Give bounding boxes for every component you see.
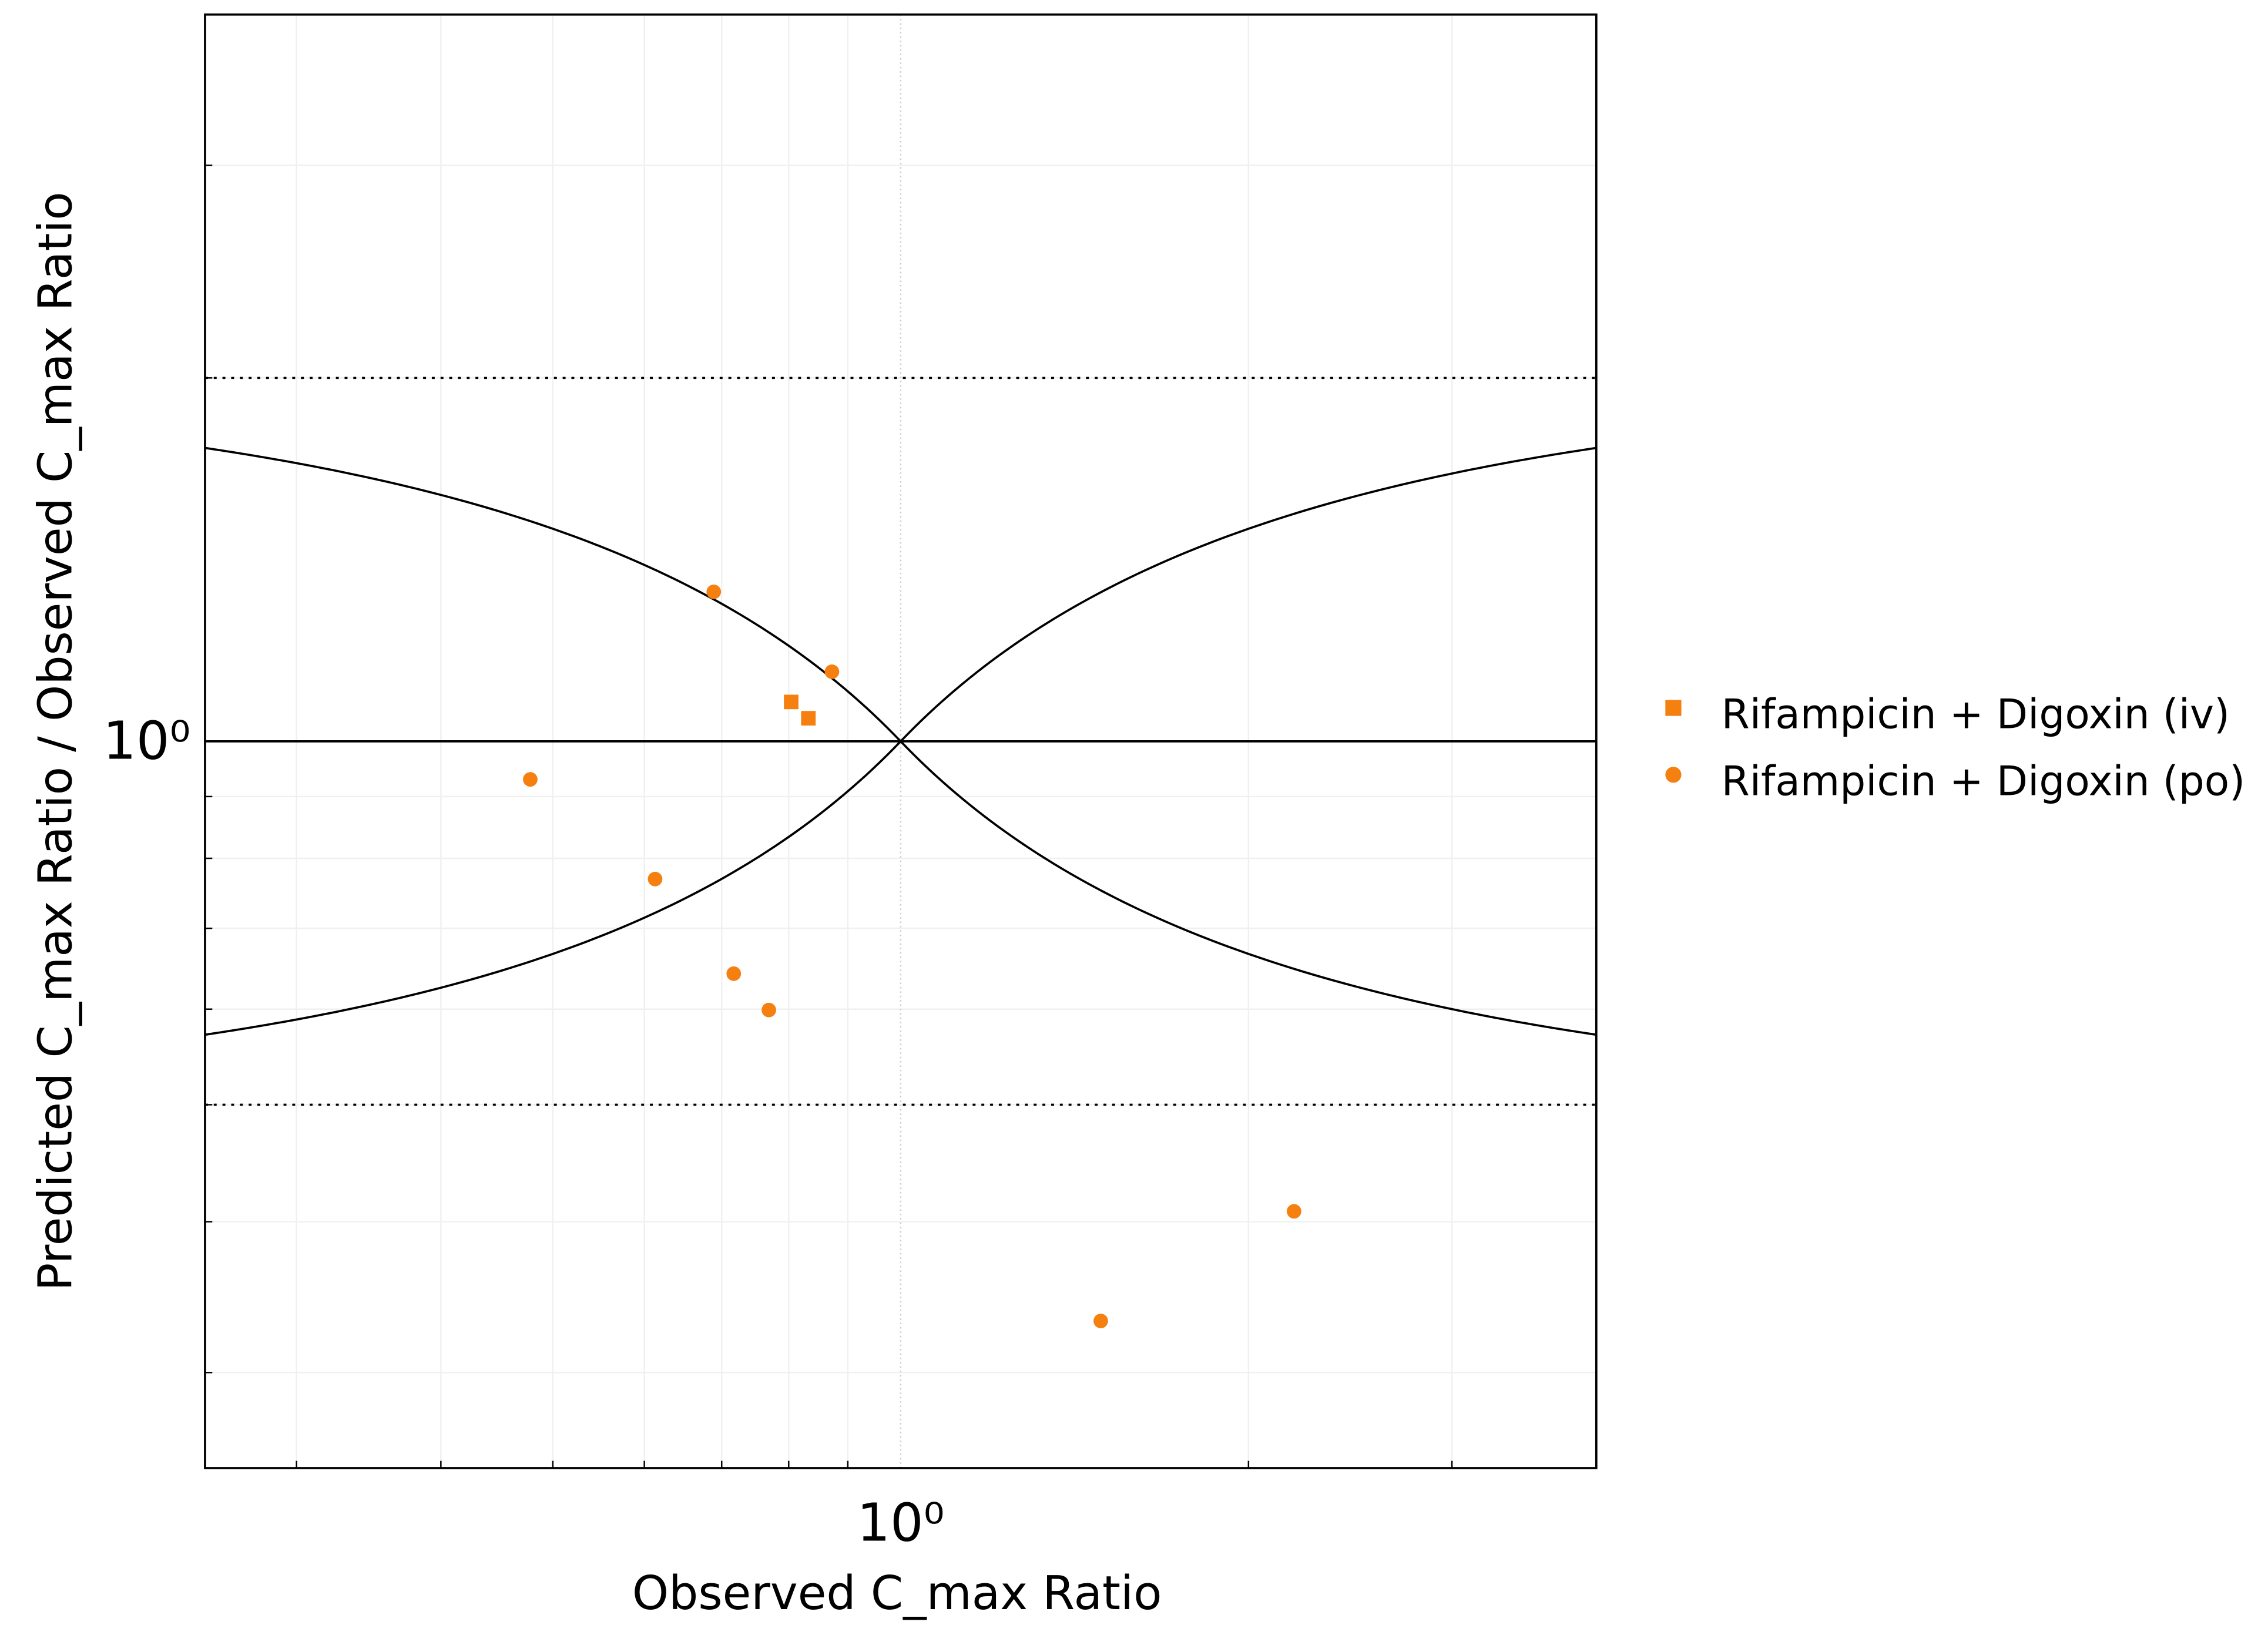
guest-limit-lower (204, 740, 1597, 1036)
plot-frame (204, 13, 1598, 1469)
point (647, 871, 663, 887)
point (761, 1002, 776, 1018)
point (1286, 1204, 1301, 1219)
point (784, 694, 799, 710)
legend-marker (1665, 700, 1682, 716)
point (726, 966, 742, 981)
point (801, 711, 816, 726)
y-axis-title: Predicted C_max Ratio / Observed C_max R… (28, 192, 82, 1291)
legend-marker (1665, 767, 1682, 783)
point (824, 664, 840, 679)
y-tick-label: 10⁰ (103, 711, 190, 772)
point (523, 772, 538, 787)
point (706, 585, 722, 599)
legend-label: Rifampicin + Digoxin (po) (1722, 758, 2246, 805)
point (1093, 1314, 1108, 1328)
legend-label: Rifampicin + Digoxin (iv) (1722, 691, 2230, 738)
x-axis-title: Observed C_max Ratio (632, 1566, 1162, 1620)
x-tick-label: 10⁰ (857, 1493, 944, 1554)
